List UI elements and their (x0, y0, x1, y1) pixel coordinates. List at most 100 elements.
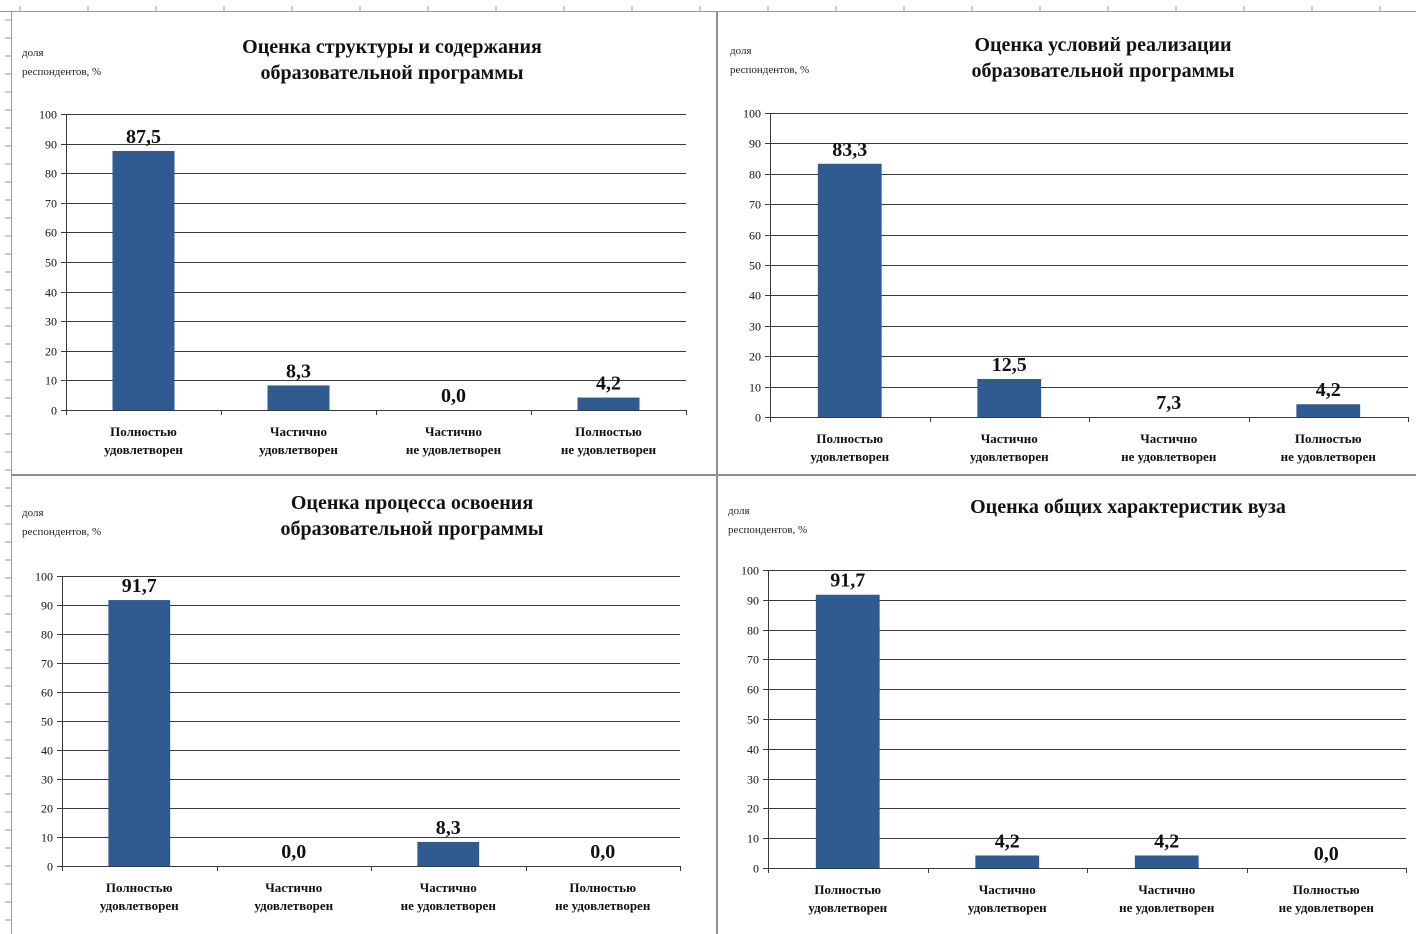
y-tick-label: 70 (749, 198, 761, 212)
bar-chart-structure: 0 10 20 30 40 50 60 70 80 90 100 87,5 Полностью удовл… (39, 108, 687, 457)
y-tick-label: 100 (741, 564, 759, 578)
y-tick-label: 60 (747, 683, 759, 697)
y-tick-label: 70 (45, 197, 57, 211)
chart-title-line: Оценка процесса освоения (290, 492, 534, 514)
y-tick-label: 10 (45, 374, 57, 388)
bar (267, 385, 330, 410)
y-tick-label: 0 (753, 862, 759, 876)
data-label: 91,7 (830, 570, 865, 592)
bar-chart-conditions: 0 10 20 30 40 50 60 70 80 90 100 83,3 Полностью удовл… (743, 107, 1409, 464)
x-tick-label: не удовлетворен (1121, 449, 1217, 464)
x-tick-label: удовлетворен (810, 449, 889, 464)
bar (1296, 404, 1361, 417)
chart-title: Оценка условий реализации образовательно… (898, 32, 1308, 84)
x-tick-label: удовлетворен (968, 900, 1047, 915)
y-tick-label: 20 (41, 802, 53, 816)
y-tick-label: 30 (45, 315, 57, 329)
y-tick-label: 80 (747, 624, 759, 638)
x-tick-label: Полностью (1293, 882, 1360, 897)
data-label: 4,2 (995, 830, 1020, 852)
left-ruler (5, 12, 12, 934)
bar (977, 379, 1042, 417)
bar (112, 151, 175, 410)
y-tick-label: 40 (749, 289, 761, 303)
x-tick-label: удовлетворен (970, 449, 1049, 464)
chart-panel-conditions: доля респондентов, % Оценка условий реал… (718, 14, 1416, 474)
x-tick-label: не удовлетворен (1279, 900, 1375, 915)
x-tick-label: Полностью (1295, 431, 1362, 446)
top-ruler (0, 6, 1416, 12)
data-label: 8,3 (436, 817, 461, 839)
y-tick-label: 50 (747, 713, 759, 727)
x-tick-label: удовлетворен (254, 898, 333, 913)
y-tick-label: 80 (749, 168, 761, 182)
y-tick-label: 10 (749, 381, 761, 395)
chart-title-line: образовательной программы (280, 518, 544, 540)
y-tick-label: 40 (747, 743, 759, 757)
y-tick-label: 80 (45, 167, 57, 181)
x-tick-label: Полностью (575, 424, 642, 439)
x-tick-label: Полностью (814, 882, 881, 897)
y-tick-label: 80 (41, 628, 53, 642)
y-tick-label: 20 (749, 350, 761, 364)
y-tick-label: 100 (35, 570, 53, 584)
data-label: 91,7 (122, 575, 157, 597)
data-label: 0,0 (1314, 843, 1339, 865)
data-label: 0,0 (441, 385, 466, 407)
y-tick-label: 70 (747, 653, 759, 667)
x-tick-label: Частично (1138, 882, 1195, 897)
y-tick-label: 60 (45, 226, 57, 240)
y-tick-label: 90 (749, 137, 761, 151)
x-tick-label: Частично (1140, 431, 1197, 446)
bar-chart-general: 0 10 20 30 40 50 60 70 80 90 100 91,7 Полностью удовл… (741, 564, 1407, 915)
y-tick-label: 10 (747, 832, 759, 846)
chart-title-line: образовательной программы (971, 60, 1235, 82)
chart-title-line: Оценка общих характеристик вуза (970, 496, 1286, 518)
x-tick-label: Полностью (816, 431, 883, 446)
x-tick-label: удовлетворен (104, 442, 183, 457)
data-label: 4,2 (596, 373, 621, 395)
x-tick-label: Частично (420, 880, 477, 895)
y-tick-label: 0 (755, 411, 761, 425)
bar-chart-process: 0 10 20 30 40 50 60 70 80 90 100 91,7 Полностью удовл… (35, 570, 681, 913)
y-tick-label: 10 (41, 831, 53, 845)
chart-title-line: Оценка структуры и содержания (242, 36, 542, 58)
chart-title: Оценка процесса освоения образовательной… (202, 490, 622, 542)
y-axis-label: доля респондентов, % (22, 507, 102, 538)
bar (1134, 855, 1199, 868)
y-tick-label: 40 (45, 286, 57, 300)
y-axis-label: доля респондентов, % (728, 505, 808, 536)
y-tick-label: 30 (749, 320, 761, 334)
x-tick-label: удовлетворен (259, 442, 338, 457)
bar (817, 163, 882, 417)
x-tick-label: Полностью (569, 880, 636, 895)
data-label: 0,0 (590, 841, 615, 863)
data-label: 8,3 (286, 360, 311, 382)
y-tick-label: 90 (747, 594, 759, 608)
bar (577, 397, 640, 410)
x-tick-label: не удовлетворен (401, 898, 497, 913)
y-tick-label: 90 (41, 599, 53, 613)
bar (975, 855, 1040, 868)
y-tick-label: 60 (749, 229, 761, 243)
y-tick-label: 20 (747, 802, 759, 816)
y-tick-label: 50 (45, 256, 57, 270)
panel-divider-horizontal (12, 474, 1416, 476)
x-tick-label: не удовлетворен (1281, 449, 1377, 464)
panel-divider-vertical (716, 12, 718, 934)
y-axis-label: доля респондентов, % (730, 45, 810, 76)
y-tick-label: 30 (41, 773, 53, 787)
y-tick-label: 30 (747, 773, 759, 787)
x-tick-label: удовлетворен (808, 900, 887, 915)
chart-title: Оценка общих характеристик вуза (928, 494, 1328, 520)
x-tick-label: не удовлетворен (406, 442, 502, 457)
data-label: 12,5 (992, 354, 1027, 376)
y-tick-label: 90 (45, 138, 57, 152)
data-label: 7,3 (1156, 392, 1181, 414)
x-tick-label: удовлетворен (100, 898, 179, 913)
y-tick-label: 0 (47, 860, 53, 874)
y-tick-label: 40 (41, 744, 53, 758)
chart-panel-process: доля респондентов, % Оценка процесса осв… (12, 476, 716, 934)
chart-title: Оценка структуры и содержания образовате… (182, 34, 602, 86)
y-tick-label: 50 (41, 715, 53, 729)
